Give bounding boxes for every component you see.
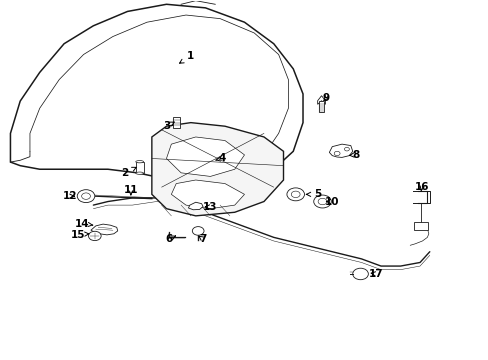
Text: 17: 17 xyxy=(368,269,383,279)
Polygon shape xyxy=(317,96,325,104)
Circle shape xyxy=(192,226,203,235)
Circle shape xyxy=(88,231,101,240)
Polygon shape xyxy=(91,224,118,235)
Polygon shape xyxy=(152,123,283,216)
Text: 9: 9 xyxy=(322,93,329,103)
Polygon shape xyxy=(10,4,303,184)
Bar xyxy=(136,162,143,173)
Ellipse shape xyxy=(136,161,143,163)
Text: 8: 8 xyxy=(348,150,359,160)
Text: 7: 7 xyxy=(199,234,206,244)
Polygon shape xyxy=(188,202,203,210)
Circle shape xyxy=(291,191,300,198)
Text: 13: 13 xyxy=(203,202,217,212)
Circle shape xyxy=(352,268,367,280)
Polygon shape xyxy=(171,180,244,209)
Bar xyxy=(172,117,179,128)
Text: 16: 16 xyxy=(414,182,428,192)
Text: 3: 3 xyxy=(163,121,174,131)
Circle shape xyxy=(344,147,348,151)
Circle shape xyxy=(333,151,339,156)
Circle shape xyxy=(77,190,95,203)
Ellipse shape xyxy=(136,172,143,174)
Text: 5: 5 xyxy=(306,189,321,199)
Text: 2: 2 xyxy=(121,167,136,178)
Circle shape xyxy=(318,198,326,205)
Bar xyxy=(413,222,427,230)
Polygon shape xyxy=(166,137,244,176)
Text: 14: 14 xyxy=(75,219,93,229)
Text: 10: 10 xyxy=(325,197,339,207)
Text: 15: 15 xyxy=(70,230,89,239)
Circle shape xyxy=(286,188,304,201)
Text: 11: 11 xyxy=(123,185,138,195)
Text: 6: 6 xyxy=(165,234,175,244)
Circle shape xyxy=(313,195,330,208)
Circle shape xyxy=(81,193,90,199)
Text: 1: 1 xyxy=(179,51,194,63)
Bar xyxy=(318,102,324,112)
Polygon shape xyxy=(329,144,352,157)
Text: 4: 4 xyxy=(216,153,226,163)
Text: 12: 12 xyxy=(62,191,77,201)
